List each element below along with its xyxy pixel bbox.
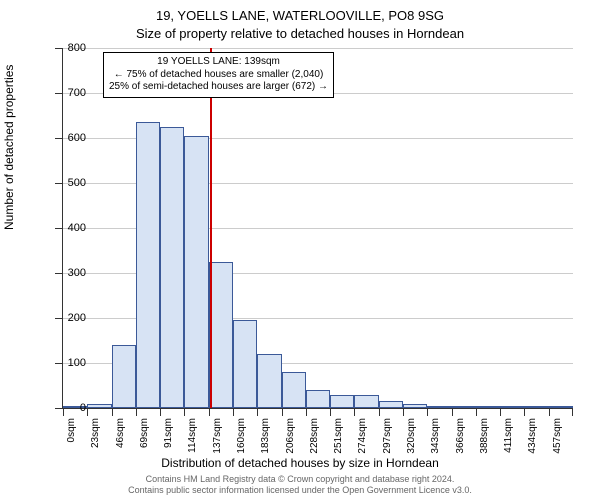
x-tick-label: 297sqm: [382, 418, 393, 468]
marker-line: [210, 48, 212, 408]
x-tick-label: 434sqm: [527, 418, 538, 468]
histogram-bar: [160, 127, 184, 408]
x-tick-label: 228sqm: [309, 418, 320, 468]
histogram-bar: [500, 406, 524, 408]
annotation-line-1: 19 YOELLS LANE: 139sqm: [109, 56, 328, 69]
x-tick: [87, 408, 88, 416]
x-tick-label: 251sqm: [333, 418, 344, 468]
x-tick: [427, 408, 428, 416]
histogram-bar: [524, 406, 548, 408]
x-tick: [354, 408, 355, 416]
x-tick: [209, 408, 210, 416]
histogram-bar: [233, 320, 257, 408]
footer-line-2: Contains public sector information licen…: [0, 485, 600, 496]
x-tick-label: 0sqm: [66, 418, 77, 468]
x-tick: [160, 408, 161, 416]
histogram-bar: [330, 395, 354, 409]
x-tick-label: 366sqm: [455, 418, 466, 468]
histogram-bar: [379, 401, 403, 408]
histogram-bar: [476, 406, 500, 408]
x-tick: [330, 408, 331, 416]
y-tick-label: 800: [68, 42, 86, 54]
y-axis-label: Number of detached properties: [2, 65, 16, 230]
plot-area: 19 YOELLS LANE: 139sqm ← 75% of detached…: [62, 48, 573, 409]
histogram-bar: [209, 262, 233, 408]
footer-line-1: Contains HM Land Registry data © Crown c…: [0, 474, 600, 485]
gridline: [63, 48, 573, 49]
x-tick: [306, 408, 307, 416]
x-tick: [184, 408, 185, 416]
y-tick-label: 300: [68, 267, 86, 279]
y-tick: [55, 408, 63, 409]
y-tick: [55, 228, 63, 229]
x-tick-label: 206sqm: [285, 418, 296, 468]
x-tick-label: 411sqm: [503, 418, 514, 468]
x-tick-label: 320sqm: [406, 418, 417, 468]
histogram-bar: [87, 404, 111, 409]
y-tick-label: 400: [68, 222, 86, 234]
x-tick-label: 183sqm: [260, 418, 271, 468]
x-tick: [379, 408, 380, 416]
x-tick: [63, 408, 64, 416]
histogram-bar: [549, 406, 573, 408]
x-tick-label: 69sqm: [139, 418, 150, 468]
x-tick: [524, 408, 525, 416]
x-tick: [549, 408, 550, 416]
x-tick-label: 274sqm: [357, 418, 368, 468]
chart-container: 19, YOELLS LANE, WATERLOOVILLE, PO8 9SG …: [0, 0, 600, 500]
y-tick-label: 600: [68, 132, 86, 144]
x-tick-label: 388sqm: [479, 418, 490, 468]
x-tick: [136, 408, 137, 416]
y-tick: [55, 138, 63, 139]
x-tick: [452, 408, 453, 416]
x-tick: [500, 408, 501, 416]
y-tick: [55, 363, 63, 364]
y-tick: [55, 93, 63, 94]
chart-title-address: 19, YOELLS LANE, WATERLOOVILLE, PO8 9SG: [0, 8, 600, 23]
y-tick-label: 500: [68, 177, 86, 189]
x-tick-label: 91sqm: [163, 418, 174, 468]
y-tick-label: 700: [68, 87, 86, 99]
y-tick-label: 0: [80, 402, 86, 414]
y-tick: [55, 48, 63, 49]
x-tick-label: 114sqm: [187, 418, 198, 468]
histogram-bar: [403, 404, 427, 408]
x-tick: [476, 408, 477, 416]
x-tick-label: 457sqm: [552, 418, 563, 468]
x-tick-label: 137sqm: [212, 418, 223, 468]
histogram-bar: [136, 122, 160, 408]
histogram-bar: [354, 395, 378, 408]
histogram-bar: [306, 390, 330, 408]
y-tick-label: 200: [68, 312, 86, 324]
y-tick: [55, 318, 63, 319]
histogram-bar: [112, 345, 136, 408]
histogram-bar: [257, 354, 281, 408]
x-tick: [112, 408, 113, 416]
marker-annotation: 19 YOELLS LANE: 139sqm ← 75% of detached…: [103, 52, 334, 98]
histogram-bar: [427, 406, 451, 408]
x-tick: [257, 408, 258, 416]
x-tick-label: 23sqm: [90, 418, 101, 468]
x-tick: [282, 408, 283, 416]
annotation-line-3: 25% of semi-detached houses are larger (…: [109, 81, 328, 94]
histogram-bar: [282, 372, 306, 408]
x-tick: [233, 408, 234, 416]
y-tick: [55, 273, 63, 274]
x-tick-label: 46sqm: [115, 418, 126, 468]
x-tick: [403, 408, 404, 416]
y-tick: [55, 183, 63, 184]
histogram-bar: [184, 136, 208, 408]
x-tick: [572, 408, 573, 416]
histogram-bar: [452, 406, 476, 408]
x-tick-label: 343sqm: [430, 418, 441, 468]
chart-title-sub: Size of property relative to detached ho…: [0, 26, 600, 41]
annotation-line-2: ← 75% of detached houses are smaller (2,…: [109, 69, 328, 82]
footer-attribution: Contains HM Land Registry data © Crown c…: [0, 474, 600, 496]
y-tick-label: 100: [68, 357, 86, 369]
x-tick-label: 160sqm: [236, 418, 247, 468]
